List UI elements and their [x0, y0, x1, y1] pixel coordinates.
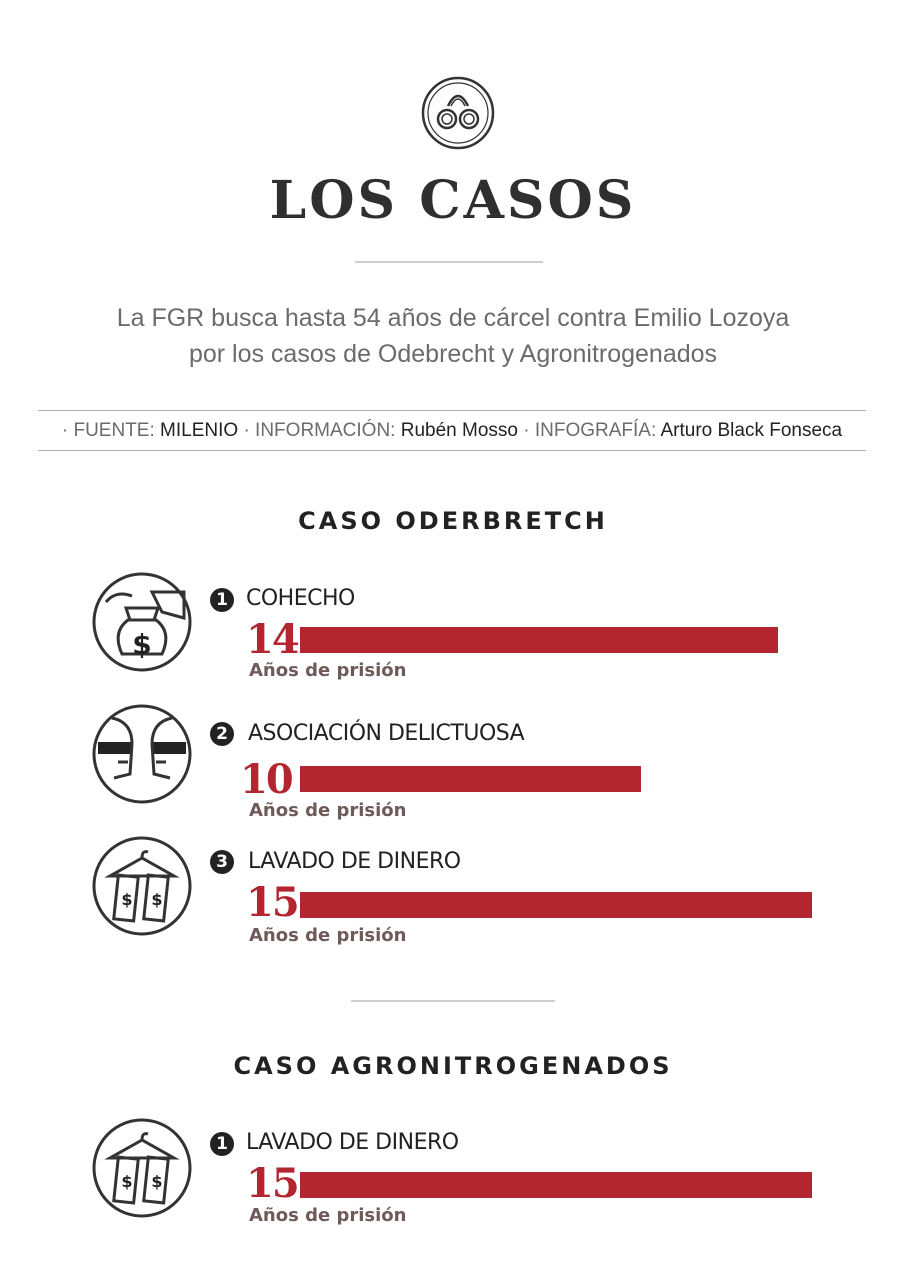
section-title-agronitrogenados: CASO AGRONITROGENADOS — [233, 1052, 673, 1080]
svg-text:$: $ — [151, 1172, 162, 1191]
title-divider — [355, 261, 543, 263]
page-title: LOS CASOS — [269, 170, 637, 231]
svg-text:$: $ — [121, 890, 132, 909]
crime-label: LAVADO DE DINERO — [248, 849, 461, 874]
unit-label: Años de prisión — [249, 800, 407, 821]
info-value: Rubén Mosso — [400, 420, 518, 441]
years-bar — [300, 766, 641, 792]
masked-conspirators-icon — [92, 704, 192, 804]
years-bar — [300, 892, 812, 918]
hanging-money-icon: $ $ — [92, 836, 192, 936]
item-number-badge: 2 — [210, 722, 234, 746]
crime-label: LAVADO DE DINERO — [246, 1130, 459, 1155]
crime-label: ASOCIACIÓN DELICTUOSA — [248, 721, 525, 746]
svg-text:$: $ — [151, 890, 162, 909]
graphic-value: Arturo Black Fonseca — [660, 420, 843, 441]
handcuffs-icon — [421, 76, 495, 150]
svg-text:$: $ — [121, 1172, 132, 1191]
unit-label: Años de prisión — [249, 660, 407, 681]
credits: · FUENTE: MILENIO · INFORMACIÓN: Rubén M… — [38, 420, 866, 442]
crime-label: COHECHO — [246, 586, 355, 611]
section-title-odebrecht: CASO ODERBRETCH — [298, 507, 608, 535]
item-number-badge: 1 — [210, 1132, 234, 1156]
credits-bottom-line — [38, 450, 866, 451]
graphic-label: · INFOGRAFÍA: — [523, 420, 657, 441]
subtitle-line-1: La FGR busca hasta 54 años de cárcel con… — [116, 304, 790, 332]
years-bar — [300, 627, 778, 653]
years-value: 14 — [246, 616, 300, 663]
subtitle: La FGR busca hasta 54 años de cárcel con… — [40, 300, 866, 372]
years-value: 15 — [246, 879, 300, 926]
years-value: 15 — [246, 1160, 300, 1207]
subtitle-line-2: por los casos de Odebrecht y Agronitroge… — [188, 340, 718, 368]
source-label: · FUENTE: — [61, 420, 155, 441]
item-number-badge: 3 — [210, 850, 234, 874]
years-bar — [300, 1172, 812, 1198]
section-divider — [351, 1000, 555, 1002]
item-number-badge: 1 — [210, 588, 234, 612]
credits-top-line — [38, 410, 866, 411]
bribe-money-bag-icon: $ — [92, 572, 192, 672]
hanging-money-icon: $ $ — [92, 1118, 192, 1218]
unit-label: Años de prisión — [249, 925, 407, 946]
unit-label: Años de prisión — [249, 1205, 407, 1226]
years-value: 10 — [240, 756, 294, 803]
info-label: · INFORMACIÓN: — [243, 420, 396, 441]
source-value: MILENIO — [160, 420, 239, 441]
svg-text:$: $ — [132, 628, 151, 661]
